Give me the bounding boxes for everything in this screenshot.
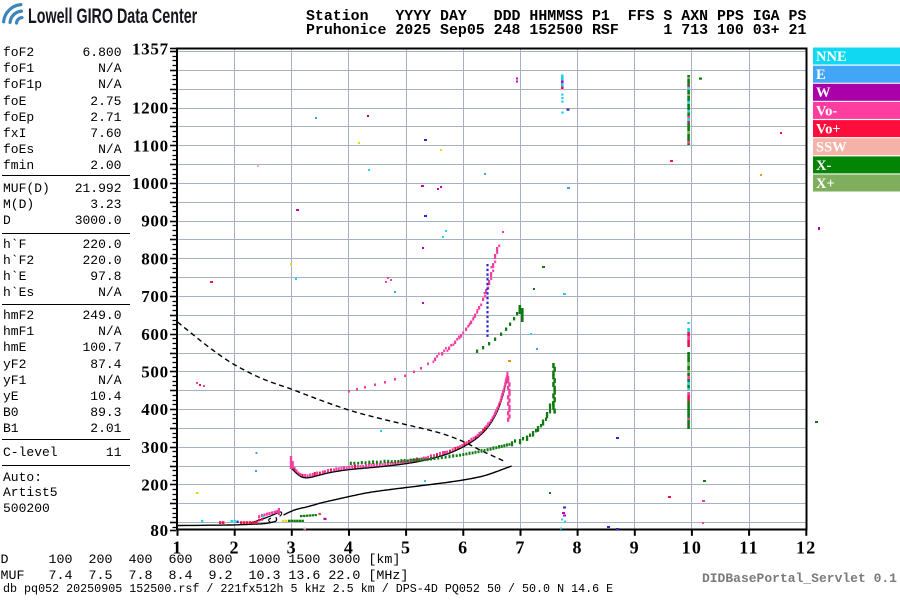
svg-text:11: 11 — [739, 538, 759, 558]
svg-text:7: 7 — [515, 538, 525, 558]
svg-text:12: 12 — [796, 538, 817, 558]
svg-text:W: W — [816, 85, 831, 101]
svg-text:600: 600 — [141, 325, 169, 344]
svg-text:E: E — [816, 67, 826, 83]
svg-text:6: 6 — [458, 538, 468, 558]
svg-text:SSW: SSW — [816, 140, 847, 156]
svg-text:X-: X- — [816, 158, 831, 174]
svg-text:4: 4 — [344, 538, 354, 558]
svg-text:500: 500 — [141, 363, 169, 382]
svg-text:Vo+: Vo+ — [816, 122, 841, 138]
svg-text:5: 5 — [401, 538, 411, 558]
svg-text:2: 2 — [230, 538, 240, 558]
svg-text:8: 8 — [572, 538, 582, 558]
svg-text:3: 3 — [287, 538, 297, 558]
svg-text:10: 10 — [682, 538, 703, 558]
svg-text:300: 300 — [141, 438, 169, 457]
svg-text:700: 700 — [141, 287, 169, 306]
svg-text:80: 80 — [150, 521, 168, 540]
svg-text:1200: 1200 — [132, 99, 169, 118]
svg-text:1: 1 — [172, 538, 182, 558]
svg-text:9: 9 — [630, 538, 640, 558]
svg-text:800: 800 — [141, 249, 169, 268]
svg-text:X+: X+ — [816, 176, 835, 192]
svg-text:200: 200 — [141, 476, 169, 495]
svg-text:400: 400 — [141, 400, 169, 419]
svg-text:1100: 1100 — [133, 136, 169, 155]
svg-text:NNE: NNE — [816, 49, 847, 65]
svg-text:1357: 1357 — [132, 40, 169, 59]
svg-text:Vo-: Vo- — [816, 103, 837, 119]
svg-text:900: 900 — [141, 212, 169, 231]
svg-text:1000: 1000 — [132, 174, 169, 193]
